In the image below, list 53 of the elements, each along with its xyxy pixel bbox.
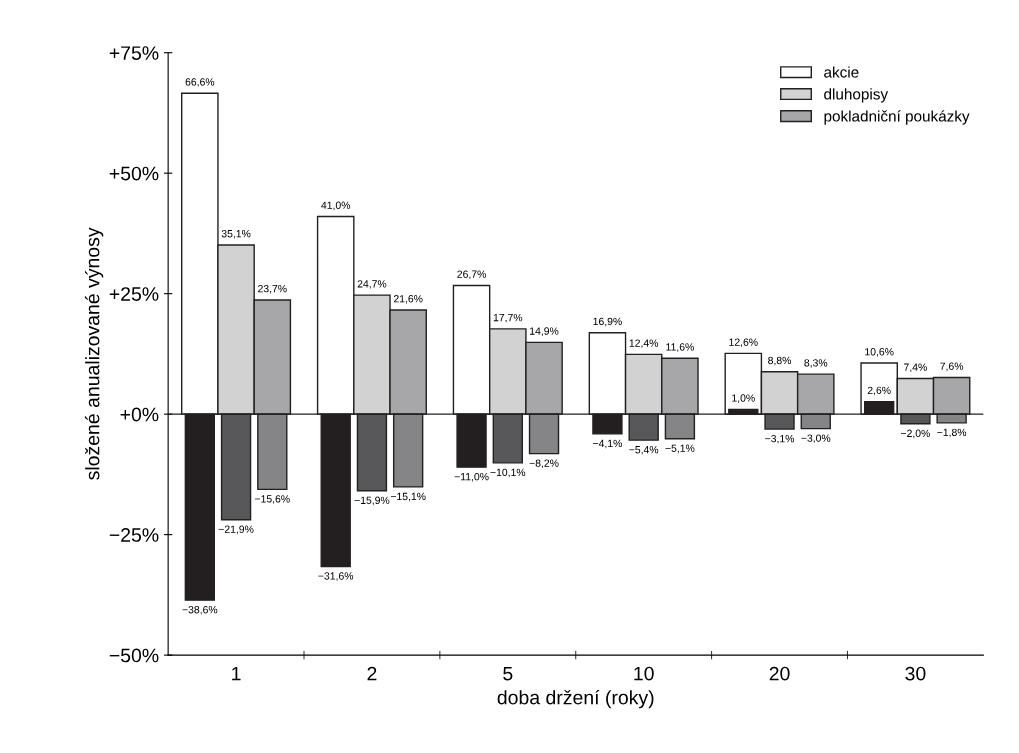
data-label: −15,9% [354, 496, 390, 506]
legend-label: pokladniční poukázky [824, 110, 970, 125]
x-tick-label: 1 [232, 666, 241, 681]
data-label: −2,0% [901, 429, 930, 439]
data-label: −10,1% [490, 468, 526, 478]
y-tick-label: +50% [109, 166, 159, 181]
y-tick-label: +25% [109, 287, 159, 301]
data-label: −3,0% [801, 434, 831, 444]
data-label: 10,6% [865, 348, 894, 357]
data-label: 11,6% [666, 343, 694, 352]
y-tick-label: −25% [109, 528, 159, 542]
data-label: −11,0% [454, 472, 489, 482]
data-label: 12,6% [729, 338, 758, 348]
data-label: −21,9% [218, 525, 254, 535]
y-tick-label: +75% [109, 46, 159, 60]
data-label: −1,8% [937, 428, 967, 438]
x-tick-label: 5 [503, 666, 513, 681]
data-label: 66,6% [185, 78, 215, 87]
data-label: −8,2% [529, 459, 559, 469]
data-label: 23,7% [258, 284, 287, 294]
data-label: 24,7% [357, 280, 387, 289]
data-label: −38,6% [182, 606, 218, 615]
data-label: 1,0% [732, 394, 755, 403]
data-label: 7,4% [904, 363, 927, 373]
x-tick-label: 30 [905, 666, 926, 681]
data-label: −5,1% [665, 444, 695, 454]
data-label: 41,0% [321, 201, 351, 211]
x-tick-label: 20 [769, 666, 790, 681]
data-label: 35,1% [221, 230, 251, 239]
y-tick-label: −50% [109, 648, 159, 663]
x-axis-title: doba držení (roky) [497, 689, 654, 709]
x-tick-label: 10 [634, 666, 654, 681]
data-label: 14,9% [530, 327, 559, 336]
data-label: −4,1% [593, 439, 622, 449]
data-label: 8,8% [768, 356, 792, 366]
data-label: 2,6% [867, 386, 891, 396]
legend-label: akcie [824, 66, 859, 78]
data-label: −3,1% [765, 434, 795, 444]
data-label: 17,7% [493, 313, 523, 323]
data-label: 7,6% [940, 362, 964, 372]
data-label: 21,6% [393, 295, 423, 304]
data-label: 12,4% [629, 339, 659, 349]
data-label: −31,6% [318, 572, 354, 581]
x-tick-label: 2 [367, 666, 377, 681]
data-label: 16,9% [593, 317, 622, 327]
y-axis-title: složené anualizované výnosy [84, 227, 104, 480]
data-label: −15,1% [390, 492, 426, 502]
data-label: −15,6% [255, 495, 290, 504]
data-label: −5,4% [629, 446, 659, 455]
legend-label: dluhopisy [824, 88, 889, 103]
data-label: 8,3% [804, 359, 828, 368]
y-tick-label: +0% [120, 407, 159, 422]
data-label: 26,7% [457, 270, 486, 280]
